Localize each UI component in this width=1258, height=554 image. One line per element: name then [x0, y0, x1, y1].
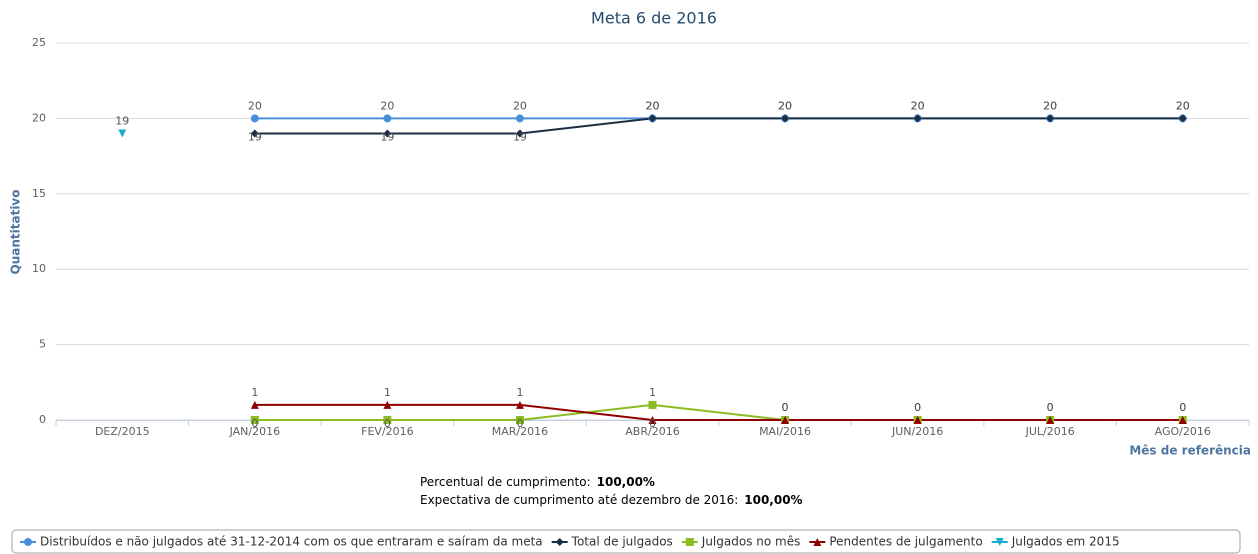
footnote-label: Expectativa de cumprimento até dezembro …	[420, 493, 738, 507]
footnote: Expectativa de cumprimento até dezembro …	[420, 493, 803, 507]
x-tick-label: MAR/2016	[492, 425, 548, 438]
data-label: 0	[649, 417, 656, 430]
footnote-value: 100,00%	[744, 493, 802, 507]
x-tick-label: MAI/2016	[759, 425, 811, 438]
series-line	[254, 117, 1183, 135]
point	[118, 129, 127, 138]
point	[515, 114, 524, 123]
point	[515, 400, 524, 409]
point	[250, 400, 259, 409]
x-tick-label: AGO/2016	[1155, 425, 1211, 438]
point	[1178, 114, 1187, 123]
point	[250, 129, 259, 138]
footnote: Percentual de cumprimento: 100,00%	[420, 475, 655, 489]
x-tick-label: JUL/2016	[1025, 425, 1075, 438]
legend-label: Total de julgados	[571, 535, 673, 549]
data-label: 20	[778, 99, 792, 112]
data-label: 20	[1043, 99, 1057, 112]
data-label: 20	[1176, 99, 1190, 112]
data-label: 1	[251, 386, 258, 399]
data-label: 1	[516, 386, 523, 399]
point	[383, 129, 392, 138]
data-label: 1	[649, 386, 656, 399]
point	[250, 114, 259, 123]
point	[648, 400, 657, 409]
x-tick-label: DEZ/2015	[95, 425, 150, 438]
x-tick-label: ABR/2016	[625, 425, 679, 438]
data-label: 20	[513, 99, 527, 112]
point	[648, 114, 657, 123]
legend-label: Julgados em 2015	[1011, 535, 1120, 549]
point	[24, 538, 32, 546]
x-tick-label: FEV/2016	[361, 425, 414, 438]
data-label: 20	[911, 99, 925, 112]
data-label: 0	[1047, 401, 1054, 414]
data-label: 20	[778, 99, 792, 112]
point	[913, 114, 922, 123]
legend-label: Julgados no mês	[701, 535, 801, 549]
y-axis-title: Quantitativo	[9, 190, 23, 275]
data-label: 0	[251, 417, 258, 430]
data-label: 0	[384, 417, 391, 430]
legend-label: Pendentes de julgamento	[829, 535, 982, 549]
point	[515, 416, 524, 424]
point	[781, 114, 790, 123]
x-axis-title: Mês de referência	[1129, 444, 1251, 458]
y-tick-label: 5	[39, 338, 46, 351]
data-label: 0	[1047, 401, 1054, 414]
point	[1178, 416, 1187, 424]
data-label: 20	[1043, 99, 1057, 112]
data-label: 20	[646, 99, 660, 112]
x-tick-label: JUN/2016	[891, 425, 943, 438]
series-line	[254, 403, 1183, 421]
point	[813, 538, 822, 546]
point	[555, 538, 564, 546]
data-label: 0	[782, 401, 789, 414]
data-label: 19	[115, 114, 129, 127]
x-tick-label: JAN/2016	[229, 425, 281, 438]
point	[1046, 114, 1055, 123]
series-line	[254, 403, 1183, 421]
data-label: 0	[516, 417, 523, 430]
y-tick-label: 25	[32, 36, 46, 49]
data-label: 0	[782, 401, 789, 414]
legend-label: Distribuídos e não julgados até 31-12-20…	[40, 535, 543, 549]
y-tick-label: 15	[32, 187, 46, 200]
point	[1046, 416, 1055, 424]
point	[383, 400, 392, 409]
data-label: 20	[911, 99, 925, 112]
chart-title: Meta 6 de 2016	[591, 9, 717, 28]
point	[685, 538, 694, 546]
point	[995, 538, 1004, 546]
data-label: 0	[914, 401, 921, 414]
legend-box	[11, 529, 1241, 554]
point	[781, 416, 790, 424]
point	[383, 416, 392, 424]
data-label: 0	[914, 401, 921, 414]
point	[250, 416, 259, 424]
data-label: 20	[380, 99, 394, 112]
point	[383, 114, 392, 123]
point	[515, 129, 524, 138]
y-tick-label: 10	[32, 262, 46, 275]
y-tick-label: 0	[39, 413, 46, 426]
point	[913, 416, 922, 424]
y-tick-label: 20	[32, 111, 46, 124]
footnote-label: Percentual de cumprimento:	[420, 475, 591, 489]
point	[648, 416, 657, 424]
data-label: 1	[384, 386, 391, 399]
data-label: 19	[513, 130, 527, 143]
data-label: 0	[1179, 401, 1186, 414]
data-label: 0	[1179, 401, 1186, 414]
data-label: 19	[248, 130, 262, 143]
data-label: 20	[248, 99, 262, 112]
data-label: 20	[646, 99, 660, 112]
data-label: 20	[1176, 99, 1190, 112]
data-label: 19	[380, 130, 394, 143]
footnote-value: 100,00%	[597, 475, 655, 489]
